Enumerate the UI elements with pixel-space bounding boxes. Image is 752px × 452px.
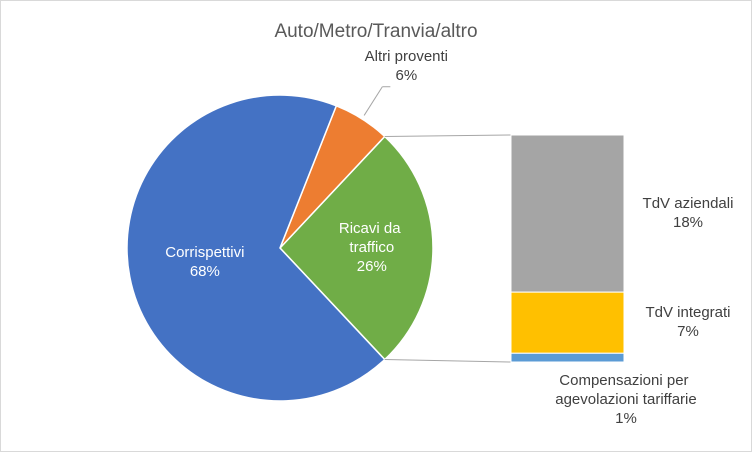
bar-segment — [510, 134, 625, 293]
connector-line — [384, 134, 512, 137]
data-label-category: Ricavi da traffico — [339, 220, 405, 256]
data-label-category: Altri proventi — [365, 48, 448, 65]
data-label-category: TdV aziendali — [643, 195, 734, 212]
data-label: 26% — [357, 258, 387, 275]
bar-segment — [510, 352, 625, 363]
data-label: 7% — [677, 323, 699, 340]
leader-line — [363, 86, 383, 116]
data-label: 6% — [395, 67, 417, 84]
connector-line — [384, 359, 512, 363]
bar-segment — [510, 291, 625, 354]
data-label: 18% — [673, 214, 703, 231]
data-label-category: Compensazioni per agevolazioni tariffari… — [555, 372, 696, 408]
data-label: 68% — [190, 263, 220, 280]
chart-title: Auto/Metro/Tranvia/altro — [274, 21, 477, 42]
pie-slice — [278, 135, 434, 361]
data-label-category: Corrispettivi — [165, 244, 244, 261]
pie-slice — [126, 94, 386, 402]
data-label-category: TdV integrati — [645, 304, 730, 321]
data-label: 1% — [615, 410, 637, 427]
